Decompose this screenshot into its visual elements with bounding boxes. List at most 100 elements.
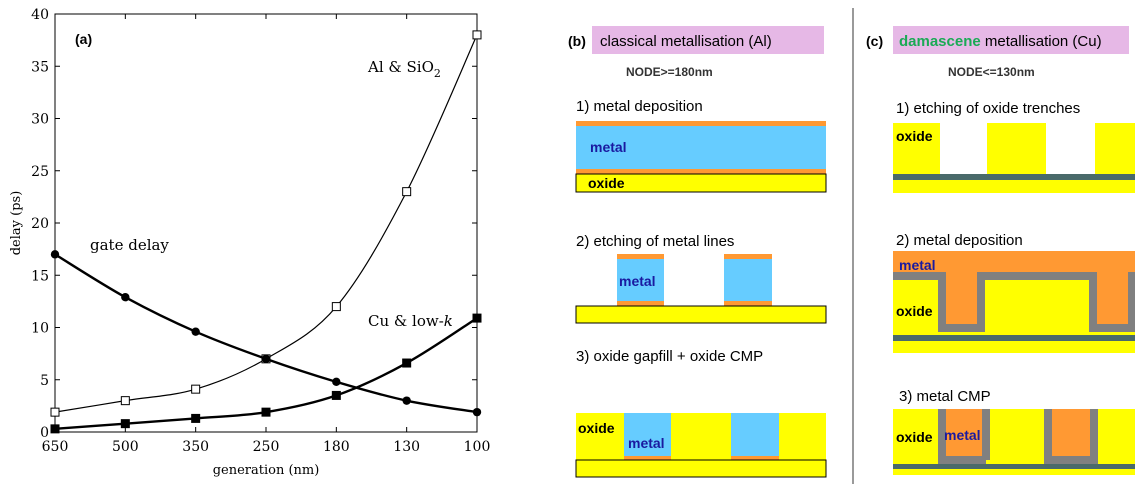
b2-oxide-layer: [575, 305, 827, 324]
c2-metal-overburden: [893, 251, 1135, 276]
point-al_sio2-350: [191, 384, 201, 394]
b1-bottom-barrier: [576, 169, 826, 174]
b2-metal-line1: [617, 259, 664, 301]
y-tick-label-20: 20: [31, 216, 49, 232]
c2-trench2-metal: [1097, 276, 1128, 324]
b3-metal-label: metal: [628, 435, 665, 451]
panel-c-node: NODE<=130nm: [948, 65, 1035, 79]
c3-etch-stop: [893, 464, 1135, 469]
c3-oxide-label: oxide: [896, 429, 933, 445]
point-gate-500: [121, 292, 130, 302]
b3-line1-barrier: [624, 456, 671, 460]
label-cu-lowk-main: Cu & low-: [368, 312, 444, 330]
c3-trench1-metal: [946, 409, 982, 456]
c1-oxide-block1: [893, 123, 940, 174]
point-cu_lowk-250: [261, 407, 271, 417]
panel-c-title: damascene metallisation (Cu): [899, 33, 1102, 50]
b1-metal-label: metal: [590, 139, 627, 155]
point-al_sio2-180: [331, 302, 341, 312]
c1-oxide-base: [893, 180, 1135, 193]
panel-c: (c) damascene metallisation (Cu) NODE<=1…: [866, 26, 1135, 475]
panel-a-label: (a): [75, 31, 92, 47]
x-tick-label-100: 100: [464, 439, 491, 455]
point-al_sio2-100: [472, 30, 482, 40]
b3-oxide-fill: [576, 413, 826, 460]
panel-c-step3-label: 3) metal CMP: [899, 388, 991, 405]
b2-line2-top-barrier: [724, 254, 772, 259]
label-cu-lowk-k: k: [444, 312, 453, 330]
point-cu_lowk-130: [402, 358, 412, 368]
panel-b-title-box: [592, 26, 824, 54]
c2-oxide-label: oxide: [896, 303, 933, 319]
y-axis-title: delay (ps): [9, 191, 24, 256]
c1-oxide-block3: [1095, 123, 1135, 174]
y-tick-label-40: 40: [31, 7, 49, 23]
b3-line2-barrier: [731, 456, 779, 460]
c3-liner2: [1044, 409, 1098, 464]
x-tick-label-130: 130: [393, 439, 420, 455]
b2-line1-top-barrier: [617, 254, 664, 259]
b3-metal-line1: [624, 413, 671, 456]
point-gate-100: [472, 407, 482, 417]
panel-c-title-box: [893, 26, 1129, 54]
x-tick-label-500: 500: [112, 439, 139, 455]
b2-line2-bottom-barrier: [724, 301, 772, 306]
panel-c-title-rest: metallisation (Cu): [981, 33, 1102, 50]
x-axis-title: generation (nm): [213, 463, 320, 478]
point-al_sio2-130: [402, 187, 412, 197]
label-al-sio2: Al & SiO2: [367, 58, 441, 80]
panel-c-title-damascene: damascene: [899, 33, 981, 50]
c1-oxide-block2: [987, 123, 1046, 174]
point-cu_lowk-350: [191, 413, 201, 423]
c3-liner1-left: [938, 409, 986, 464]
panel-b-title: classical metallisation (Al): [600, 33, 772, 50]
panel-c-label: (c): [866, 33, 883, 49]
c2-etch-stop: [893, 335, 1135, 341]
point-cu_lowk-650: [50, 424, 60, 434]
b1-top-barrier: [576, 121, 826, 126]
panel-c-step1-label: 1) etching of oxide trenches: [896, 100, 1080, 117]
panel-b: (b) classical metallisation (Al) NODE>=1…: [568, 26, 827, 478]
x-tick-label-180: 180: [323, 439, 350, 455]
y-tick-label-0: 0: [40, 425, 49, 441]
panel-c-step2-label: 2) metal deposition: [896, 232, 1023, 249]
x-tick-label-650: 650: [42, 439, 69, 455]
b1-metal-layer: [576, 126, 826, 169]
c2-trench1-metal: [946, 276, 977, 324]
point-cu_lowk-100: [472, 313, 482, 323]
c2-liner: [893, 272, 1135, 332]
c2-metal-label: metal: [899, 257, 936, 273]
point-gate-130: [402, 396, 411, 405]
series-line-gate: [54, 253, 478, 414]
label-cu-lowk: Cu & low-k: [368, 312, 453, 330]
y-tick-label-35: 35: [31, 59, 49, 75]
x-tick-label-250: 250: [253, 439, 280, 455]
label-al-sio2-subscript: 2: [434, 67, 441, 80]
y-tick-label-30: 30: [31, 112, 49, 128]
b2-metal-label: metal: [619, 273, 656, 289]
point-gate-650: [50, 250, 60, 259]
point-cu_lowk-180: [331, 390, 341, 400]
y-tick-label-25: 25: [31, 164, 49, 180]
b2-line1-bottom-barrier: [617, 301, 664, 306]
x-tick-label-350: 350: [182, 439, 209, 455]
c1-oxide-label: oxide: [896, 128, 933, 144]
point-gate-180: [332, 377, 341, 387]
b2-metal-line2: [724, 259, 772, 301]
b1-oxide-label: oxide: [588, 175, 625, 191]
label-gate-delay: gate delay: [90, 236, 169, 254]
b3-oxide-label: oxide: [578, 420, 615, 436]
point-gate-250: [261, 354, 271, 364]
label-al-sio2-main: Al & SiO: [367, 58, 434, 76]
c3-trench2-metal: [1052, 409, 1090, 456]
delay-chart: (a) 0 5 10 15 20 25 30 35 40 650 500 350 250 180 130 1…: [9, 7, 490, 478]
panel-b-node: NODE>=180nm: [626, 65, 713, 79]
plot-frame: [54, 13, 478, 433]
panel-b-step1-label: 1) metal deposition: [576, 98, 703, 115]
y-tick-label-10: 10: [31, 321, 49, 337]
b3-metal-line2: [731, 413, 779, 456]
point-gate-350: [191, 327, 200, 336]
y-tick-label-5: 5: [40, 373, 49, 389]
point-al_sio2-500: [120, 396, 130, 406]
